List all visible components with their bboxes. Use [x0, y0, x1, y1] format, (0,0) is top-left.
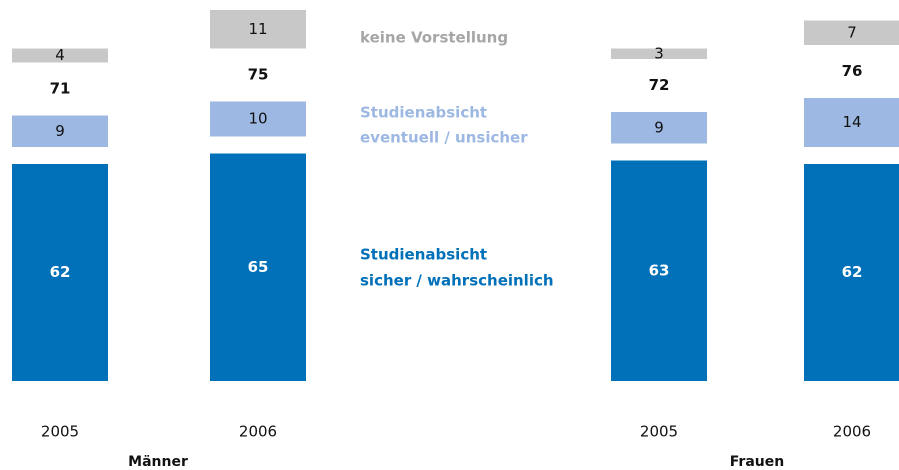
legend-label: keine Vorstellung — [360, 29, 508, 47]
value-label: 7 — [847, 23, 857, 41]
bar-segment — [611, 112, 707, 144]
x-tick-label: 2006 — [833, 423, 871, 441]
value-label: 9 — [654, 118, 664, 136]
bar-segment — [804, 164, 899, 381]
group-label: Männer — [128, 454, 188, 470]
bar-segment — [611, 160, 707, 381]
value-label: 4 — [55, 46, 65, 64]
bar-segment — [804, 20, 899, 45]
bar-segment — [611, 48, 707, 59]
value-label: 62 — [842, 263, 863, 281]
x-tick-label: 2005 — [640, 423, 678, 441]
value-label: 11 — [248, 20, 267, 38]
legend-label: eventuell / unsicher — [360, 129, 528, 147]
value-label: 63 — [649, 261, 670, 279]
total-label: 71 — [50, 80, 71, 98]
bar-segment — [12, 115, 108, 147]
x-tick-label: 2005 — [41, 423, 79, 441]
total-label: 75 — [248, 66, 269, 84]
value-label: 14 — [842, 113, 861, 131]
bar-segment — [804, 98, 899, 147]
bar-segment — [210, 101, 306, 137]
legend-label: sicher / wahrscheinlich — [360, 272, 554, 290]
total-label: 76 — [842, 62, 863, 80]
bar-segment — [12, 164, 108, 381]
bar-segment — [210, 153, 306, 381]
value-label: 62 — [50, 263, 71, 281]
group-label: Frauen — [730, 454, 784, 470]
value-label: 3 — [654, 44, 664, 62]
value-label: 10 — [248, 110, 267, 128]
x-tick-label: 2006 — [239, 423, 277, 441]
value-label: 65 — [248, 258, 269, 276]
bar-segment — [12, 48, 108, 63]
legend-label: Studienabsicht — [360, 246, 487, 264]
bar-segment — [210, 10, 306, 49]
legend-label: Studienabsicht — [360, 104, 487, 122]
total-label: 72 — [649, 76, 670, 94]
value-label: 9 — [55, 122, 65, 140]
